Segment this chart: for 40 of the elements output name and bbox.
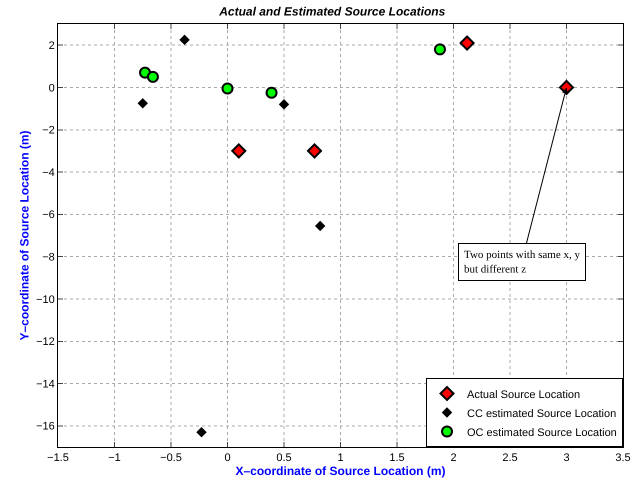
legend-label: CC estimated Source Location	[467, 408, 616, 420]
x-tick-label: −0.5	[160, 452, 182, 464]
x-tick-label: −1.5	[47, 452, 69, 464]
point	[196, 427, 207, 438]
point	[460, 36, 475, 51]
x-tick-label: −1	[108, 452, 121, 464]
x-tick-label: 3	[563, 452, 570, 464]
annotation: Two points with same x, y but different z	[464, 249, 580, 276]
point	[146, 70, 159, 83]
x-tick-label: 0	[224, 452, 231, 464]
y-tick-label: −8	[42, 252, 55, 264]
point	[231, 143, 246, 158]
point	[314, 220, 326, 232]
chart-title: Actual and Estimated Source Locations	[218, 4, 446, 19]
legend-label: Actual Source Location	[467, 388, 580, 401]
point	[307, 143, 322, 158]
point	[222, 82, 234, 95]
y-axis-title: Y–coordinate of Source Location (m)	[17, 130, 32, 341]
y-tick-label: −10	[36, 294, 55, 306]
x-tick-label: 2.5	[502, 452, 518, 464]
x-tick-label: 1.5	[389, 452, 405, 464]
x-tick-label: 2	[450, 452, 457, 464]
y-tick-label: 0	[48, 82, 55, 94]
point	[278, 99, 290, 110]
point	[434, 43, 446, 56]
point	[179, 34, 190, 46]
point	[266, 86, 278, 99]
y-tick-label: −2	[42, 124, 55, 137]
x-tick-label: 1	[337, 452, 344, 464]
point	[138, 98, 148, 109]
y-tick-label: −16	[36, 420, 55, 433]
y-tick-label: 2	[48, 40, 55, 52]
x-tick-label: 3.5	[615, 452, 631, 464]
x-tick-label: 0.5	[276, 452, 292, 464]
legend-label: OC estimated Source Location	[467, 426, 617, 439]
y-tick-label: −6	[42, 209, 55, 222]
y-tick-label: −4	[42, 166, 55, 179]
y-tick-label: −14	[36, 378, 55, 390]
x-axis-title: X–coordinate of Source Location (m)	[235, 464, 446, 478]
y-tick-label: −12	[36, 336, 55, 348]
